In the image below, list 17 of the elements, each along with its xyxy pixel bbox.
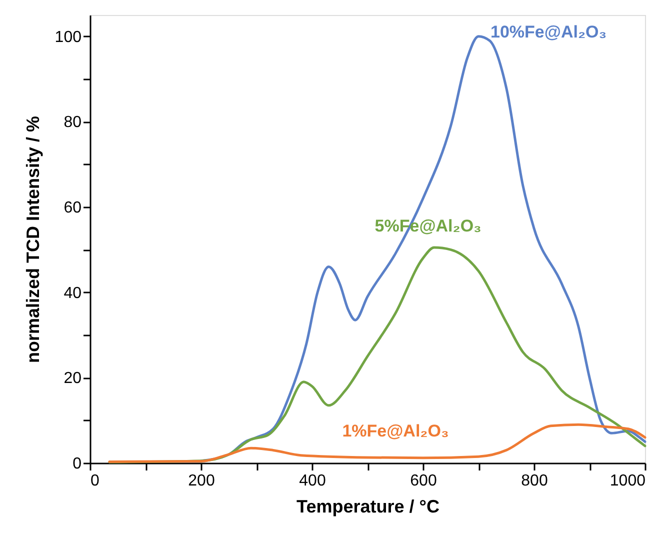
x-tick-label: 0 <box>90 472 100 490</box>
series-label: 10%Fe@Al₂O₃ <box>490 22 607 42</box>
y-tick-label: 60 <box>64 200 82 216</box>
x-tick-label: 1000 <box>610 472 646 490</box>
x-tick-label: 200 <box>188 472 215 490</box>
x-tick-label: 600 <box>410 472 437 490</box>
x-axis-title: Temperature / °C <box>296 496 440 516</box>
y-tick-label: 0 <box>72 456 82 472</box>
y-tick-label: 100 <box>54 28 82 46</box>
series-label: 1%Fe@Al₂O₃ <box>342 421 449 440</box>
x-tick-label: 400 <box>299 472 326 490</box>
line-series <box>108 423 646 463</box>
y-tick-label: 80 <box>64 114 82 132</box>
y-axis-title: normalized TCD Intensity / % <box>22 116 43 364</box>
y-tick-label: 20 <box>64 370 82 388</box>
y-tick-label: 40 <box>64 284 82 302</box>
x-tick-label: 800 <box>521 472 548 490</box>
